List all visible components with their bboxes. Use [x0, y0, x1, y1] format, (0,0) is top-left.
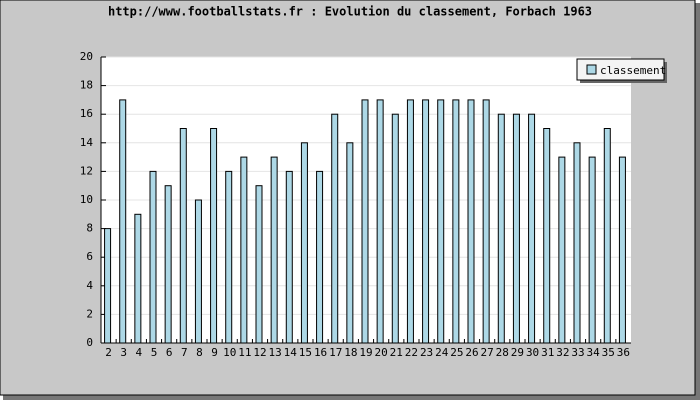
bar [164, 185, 172, 344]
bar [391, 113, 399, 344]
bar [452, 99, 460, 344]
bar [618, 156, 626, 344]
x-tick-label: 33 [571, 346, 584, 359]
bar [104, 228, 112, 344]
bar [285, 170, 293, 344]
bar [558, 156, 566, 344]
bar [331, 113, 339, 344]
y-tick-label: 10 [80, 193, 93, 206]
x-tick-label: 14 [284, 346, 298, 359]
bar [406, 99, 414, 344]
y-tick-label: 14 [80, 136, 94, 149]
y-tick-label: 4 [86, 279, 93, 292]
y-tick-label: 0 [86, 336, 93, 349]
bar [240, 156, 248, 344]
bar [316, 170, 324, 344]
y-tick-label: 12 [80, 164, 93, 177]
x-tick-label: 9 [211, 346, 218, 359]
x-tick-label: 13 [269, 346, 282, 359]
y-tick-label: 8 [86, 222, 93, 235]
legend-label: classement [600, 64, 666, 77]
bar [149, 170, 157, 344]
x-tick-label: 27 [481, 346, 494, 359]
bar [119, 99, 127, 344]
bar [482, 99, 490, 344]
x-tick-label: 25 [450, 346, 463, 359]
x-tick-label: 26 [465, 346, 478, 359]
y-tick-label: 2 [86, 307, 93, 320]
x-tick-label: 4 [136, 346, 143, 359]
x-tick-label: 6 [166, 346, 173, 359]
y-tick-label: 16 [80, 107, 93, 120]
bar [528, 113, 536, 344]
x-tick-label: 18 [344, 346, 357, 359]
bar [225, 170, 233, 344]
bar [134, 213, 142, 344]
legend-box [576, 58, 665, 81]
x-tick-label: 34 [587, 346, 601, 359]
x-tick-label: 31 [541, 346, 554, 359]
y-tick-label: 6 [86, 250, 93, 263]
chart-title: http://www.footballstats.fr : Evolution … [108, 5, 592, 19]
bar [270, 156, 278, 344]
bar [346, 142, 354, 344]
x-tick-label: 32 [556, 346, 569, 359]
x-tick-label: 2 [105, 346, 112, 359]
x-tick-label: 16 [314, 346, 327, 359]
bar [194, 199, 202, 344]
x-tick-label: 22 [405, 346, 418, 359]
bar [497, 113, 505, 344]
x-tick-label: 5 [151, 346, 158, 359]
bar [573, 142, 581, 344]
x-tick-label: 35 [602, 346, 615, 359]
x-tick-label: 29 [511, 346, 524, 359]
y-tick-label: 18 [80, 79, 93, 92]
bar [255, 185, 263, 344]
bar [376, 99, 384, 344]
bar [467, 99, 475, 344]
bar [422, 99, 430, 344]
bar [437, 99, 445, 344]
bar [361, 99, 369, 344]
x-tick-label: 10 [223, 346, 236, 359]
x-tick-label: 15 [299, 346, 312, 359]
bar [603, 128, 611, 344]
x-tick-label: 8 [196, 346, 203, 359]
x-tick-label: 36 [617, 346, 630, 359]
x-tick-label: 3 [120, 346, 127, 359]
legend [576, 58, 667, 83]
x-tick-label: 17 [329, 346, 342, 359]
x-tick-label: 12 [253, 346, 266, 359]
bar [543, 128, 551, 344]
bar [179, 128, 187, 344]
bar [512, 113, 520, 344]
x-tick-label: 11 [238, 346, 251, 359]
x-tick-label: 19 [359, 346, 372, 359]
x-tick-label: 21 [390, 346, 403, 359]
x-tick-label: 20 [375, 346, 388, 359]
x-tick-label: 30 [526, 346, 539, 359]
bar [588, 156, 596, 344]
x-tick-label: 28 [496, 346, 509, 359]
bar [210, 128, 218, 344]
y-tick-label: 20 [80, 50, 93, 63]
legend-swatch [586, 64, 597, 75]
x-tick-label: 23 [420, 346, 433, 359]
x-tick-label: 24 [435, 346, 449, 359]
x-tick-label: 7 [181, 346, 188, 359]
bar [300, 142, 308, 344]
